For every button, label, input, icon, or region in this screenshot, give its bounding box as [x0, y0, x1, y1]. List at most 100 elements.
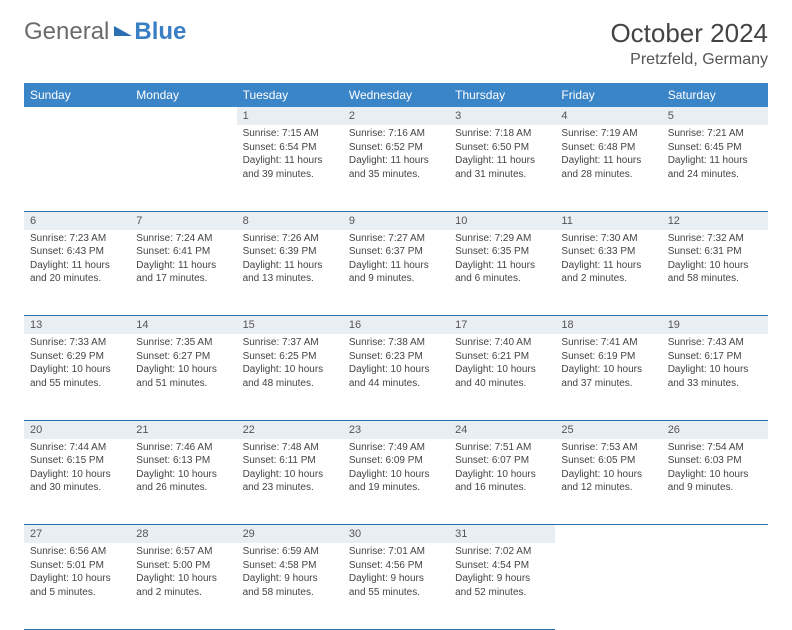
empty-cell [130, 125, 236, 211]
day-number: 5 [662, 107, 768, 125]
day-details: Sunrise: 7:51 AMSunset: 6:07 PMDaylight:… [449, 439, 555, 499]
day-number: 8 [237, 211, 343, 230]
day-number: 23 [343, 420, 449, 439]
day-cell: Sunrise: 7:49 AMSunset: 6:09 PMDaylight:… [343, 439, 449, 525]
day-cell: Sunrise: 7:35 AMSunset: 6:27 PMDaylight:… [130, 334, 236, 420]
daylight-line: Daylight: 11 hours and 35 minutes. [349, 154, 443, 181]
day-number: 25 [555, 420, 661, 439]
day-details: Sunrise: 7:49 AMSunset: 6:09 PMDaylight:… [343, 439, 449, 499]
day-details: Sunrise: 7:46 AMSunset: 6:13 PMDaylight:… [130, 439, 236, 499]
day-details: Sunrise: 7:41 AMSunset: 6:19 PMDaylight:… [555, 334, 661, 394]
day-details: Sunrise: 6:59 AMSunset: 4:58 PMDaylight:… [237, 543, 343, 603]
sunrise-line: Sunrise: 7:48 AM [243, 441, 337, 455]
header: General Blue October 2024 Pretzfeld, Ger… [24, 18, 768, 69]
sunrise-line: Sunrise: 7:35 AM [136, 336, 230, 350]
day-cell: Sunrise: 6:57 AMSunset: 5:00 PMDaylight:… [130, 543, 236, 629]
sunset-line: Sunset: 6:41 PM [136, 245, 230, 259]
day-details: Sunrise: 7:30 AMSunset: 6:33 PMDaylight:… [555, 230, 661, 290]
daylight-line: Daylight: 10 hours and 9 minutes. [668, 468, 762, 495]
day-number-row: 13141516171819 [24, 316, 768, 335]
weekday-header-row: SundayMondayTuesdayWednesdayThursdayFrid… [24, 83, 768, 107]
sunset-line: Sunset: 4:58 PM [243, 559, 337, 573]
day-cell: Sunrise: 7:19 AMSunset: 6:48 PMDaylight:… [555, 125, 661, 211]
day-details: Sunrise: 7:24 AMSunset: 6:41 PMDaylight:… [130, 230, 236, 290]
day-number: 14 [130, 316, 236, 335]
sunrise-line: Sunrise: 7:49 AM [349, 441, 443, 455]
daylight-line: Daylight: 10 hours and 48 minutes. [243, 363, 337, 390]
sunrise-line: Sunrise: 7:30 AM [561, 232, 655, 246]
day-cell: Sunrise: 7:37 AMSunset: 6:25 PMDaylight:… [237, 334, 343, 420]
day-number: 18 [555, 316, 661, 335]
day-details: Sunrise: 7:53 AMSunset: 6:05 PMDaylight:… [555, 439, 661, 499]
day-cell: Sunrise: 6:59 AMSunset: 4:58 PMDaylight:… [237, 543, 343, 629]
sunset-line: Sunset: 6:29 PM [30, 350, 124, 364]
day-number: 19 [662, 316, 768, 335]
weekday-header: Saturday [662, 83, 768, 107]
weekday-header: Tuesday [237, 83, 343, 107]
day-details: Sunrise: 7:40 AMSunset: 6:21 PMDaylight:… [449, 334, 555, 394]
day-cell: Sunrise: 7:21 AMSunset: 6:45 PMDaylight:… [662, 125, 768, 211]
day-details: Sunrise: 7:18 AMSunset: 6:50 PMDaylight:… [449, 125, 555, 185]
weekday-header: Wednesday [343, 83, 449, 107]
day-number: 9 [343, 211, 449, 230]
sunset-line: Sunset: 6:39 PM [243, 245, 337, 259]
day-number: 12 [662, 211, 768, 230]
sunset-line: Sunset: 6:25 PM [243, 350, 337, 364]
sunrise-line: Sunrise: 6:56 AM [30, 545, 124, 559]
day-details: Sunrise: 7:15 AMSunset: 6:54 PMDaylight:… [237, 125, 343, 185]
empty-cell [662, 525, 768, 544]
sunrise-line: Sunrise: 7:53 AM [561, 441, 655, 455]
day-cell: Sunrise: 7:43 AMSunset: 6:17 PMDaylight:… [662, 334, 768, 420]
day-cell: Sunrise: 7:27 AMSunset: 6:37 PMDaylight:… [343, 230, 449, 316]
sunset-line: Sunset: 6:48 PM [561, 141, 655, 155]
empty-cell [555, 525, 661, 544]
daylight-line: Daylight: 10 hours and 23 minutes. [243, 468, 337, 495]
sunrise-line: Sunrise: 7:27 AM [349, 232, 443, 246]
sunrise-line: Sunrise: 7:18 AM [455, 127, 549, 141]
sunset-line: Sunset: 6:43 PM [30, 245, 124, 259]
day-number: 29 [237, 525, 343, 544]
day-cell: Sunrise: 7:46 AMSunset: 6:13 PMDaylight:… [130, 439, 236, 525]
day-number-row: 12345 [24, 107, 768, 125]
daylight-line: Daylight: 11 hours and 20 minutes. [30, 259, 124, 286]
day-number: 7 [130, 211, 236, 230]
daylight-line: Daylight: 11 hours and 24 minutes. [668, 154, 762, 181]
day-details: Sunrise: 6:57 AMSunset: 5:00 PMDaylight:… [130, 543, 236, 603]
sunrise-line: Sunrise: 7:33 AM [30, 336, 124, 350]
day-cell: Sunrise: 7:15 AMSunset: 6:54 PMDaylight:… [237, 125, 343, 211]
day-cell: Sunrise: 7:33 AMSunset: 6:29 PMDaylight:… [24, 334, 130, 420]
sunrise-line: Sunrise: 7:19 AM [561, 127, 655, 141]
day-number-row: 2728293031 [24, 525, 768, 544]
day-number: 20 [24, 420, 130, 439]
calendar-body: 12345Sunrise: 7:15 AMSunset: 6:54 PMDayl… [24, 107, 768, 629]
daylight-line: Daylight: 11 hours and 2 minutes. [561, 259, 655, 286]
sunset-line: Sunset: 4:54 PM [455, 559, 549, 573]
day-content-row: Sunrise: 7:33 AMSunset: 6:29 PM Daylight:… [24, 334, 768, 420]
day-details: Sunrise: 7:44 AMSunset: 6:15 PMDaylight:… [24, 439, 130, 499]
daylight-line: Daylight: 10 hours and 16 minutes. [455, 468, 549, 495]
sunset-line: Sunset: 6:21 PM [455, 350, 549, 364]
day-details: Sunrise: 7:19 AMSunset: 6:48 PMDaylight:… [555, 125, 661, 185]
sunset-line: Sunset: 6:03 PM [668, 454, 762, 468]
daylight-line: Daylight: 10 hours and 19 minutes. [349, 468, 443, 495]
sunset-line: Sunset: 6:19 PM [561, 350, 655, 364]
sunset-line: Sunset: 6:27 PM [136, 350, 230, 364]
sunset-line: Sunset: 6:15 PM [30, 454, 124, 468]
sunset-line: Sunset: 5:01 PM [30, 559, 124, 573]
sunrise-line: Sunrise: 7:51 AM [455, 441, 549, 455]
empty-cell [555, 543, 661, 629]
day-details: Sunrise: 7:01 AMSunset: 4:56 PMDaylight:… [343, 543, 449, 603]
day-details: Sunrise: 7:37 AMSunset: 6:25 PMDaylight:… [237, 334, 343, 394]
day-cell: Sunrise: 7:40 AMSunset: 6:21 PMDaylight:… [449, 334, 555, 420]
day-cell: Sunrise: 7:32 AMSunset: 6:31 PMDaylight:… [662, 230, 768, 316]
day-number: 17 [449, 316, 555, 335]
empty-cell [130, 107, 236, 125]
daylight-line: Daylight: 10 hours and 2 minutes. [136, 572, 230, 599]
logo: General Blue [24, 18, 186, 46]
daylight-line: Daylight: 11 hours and 6 minutes. [455, 259, 549, 286]
day-content-row: Sunrise: 6:56 AMSunset: 5:01 PM Daylight:… [24, 543, 768, 629]
sunset-line: Sunset: 6:54 PM [243, 141, 337, 155]
day-number: 3 [449, 107, 555, 125]
sunrise-line: Sunrise: 6:59 AM [243, 545, 337, 559]
daylight-line: Daylight: 10 hours and 40 minutes. [455, 363, 549, 390]
